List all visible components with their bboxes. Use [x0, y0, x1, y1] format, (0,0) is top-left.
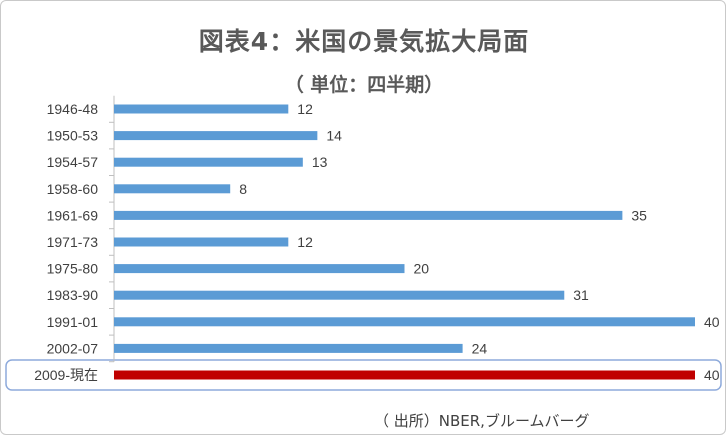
bar-1954-57: [114, 157, 303, 167]
category-label: 1975-80: [47, 261, 99, 277]
bar-1946-48: [114, 104, 289, 114]
value-label: 8: [239, 181, 247, 197]
value-label: 12: [297, 101, 313, 117]
value-label: 40: [704, 367, 720, 383]
chart-title: 図表4：米国の景気拡大局面: [198, 27, 530, 56]
category-label: 1950-53: [47, 128, 99, 144]
value-label: 12: [297, 234, 313, 250]
category-label: 1991-01: [47, 314, 99, 330]
bar-1983-90: [114, 290, 565, 300]
value-label: 13: [312, 154, 328, 170]
source-note: （ 出所）NBER,ブルームバーグ: [374, 412, 590, 430]
bar-1958-60: [114, 184, 231, 194]
bar-1975-80: [114, 264, 405, 274]
bar-1961-69: [114, 210, 623, 220]
category-label: 1954-57: [47, 154, 99, 170]
category-label: 1958-60: [47, 181, 99, 197]
value-label: 31: [573, 287, 589, 303]
value-label: 35: [631, 207, 647, 223]
value-label: 24: [472, 340, 488, 356]
chart-subtitle: （ 単位：四半期）: [284, 74, 444, 96]
bar-1991-01: [114, 317, 695, 327]
bar-1950-53: [114, 131, 318, 141]
category-label: 2002-07: [47, 340, 99, 356]
category-label: 1946-48: [47, 101, 99, 117]
value-label: 20: [414, 261, 430, 277]
bar-2009-現在: [114, 370, 695, 380]
highlight-box: [5, 359, 722, 391]
category-label: 1971-73: [47, 234, 99, 250]
bar-2002-07: [114, 343, 463, 353]
value-label: 14: [326, 128, 342, 144]
category-label: 2009-現在: [34, 367, 98, 383]
value-label: 40: [704, 314, 720, 330]
bar-1971-73: [114, 237, 289, 247]
category-label: 1961-69: [47, 207, 99, 223]
category-label: 1983-90: [47, 287, 99, 303]
